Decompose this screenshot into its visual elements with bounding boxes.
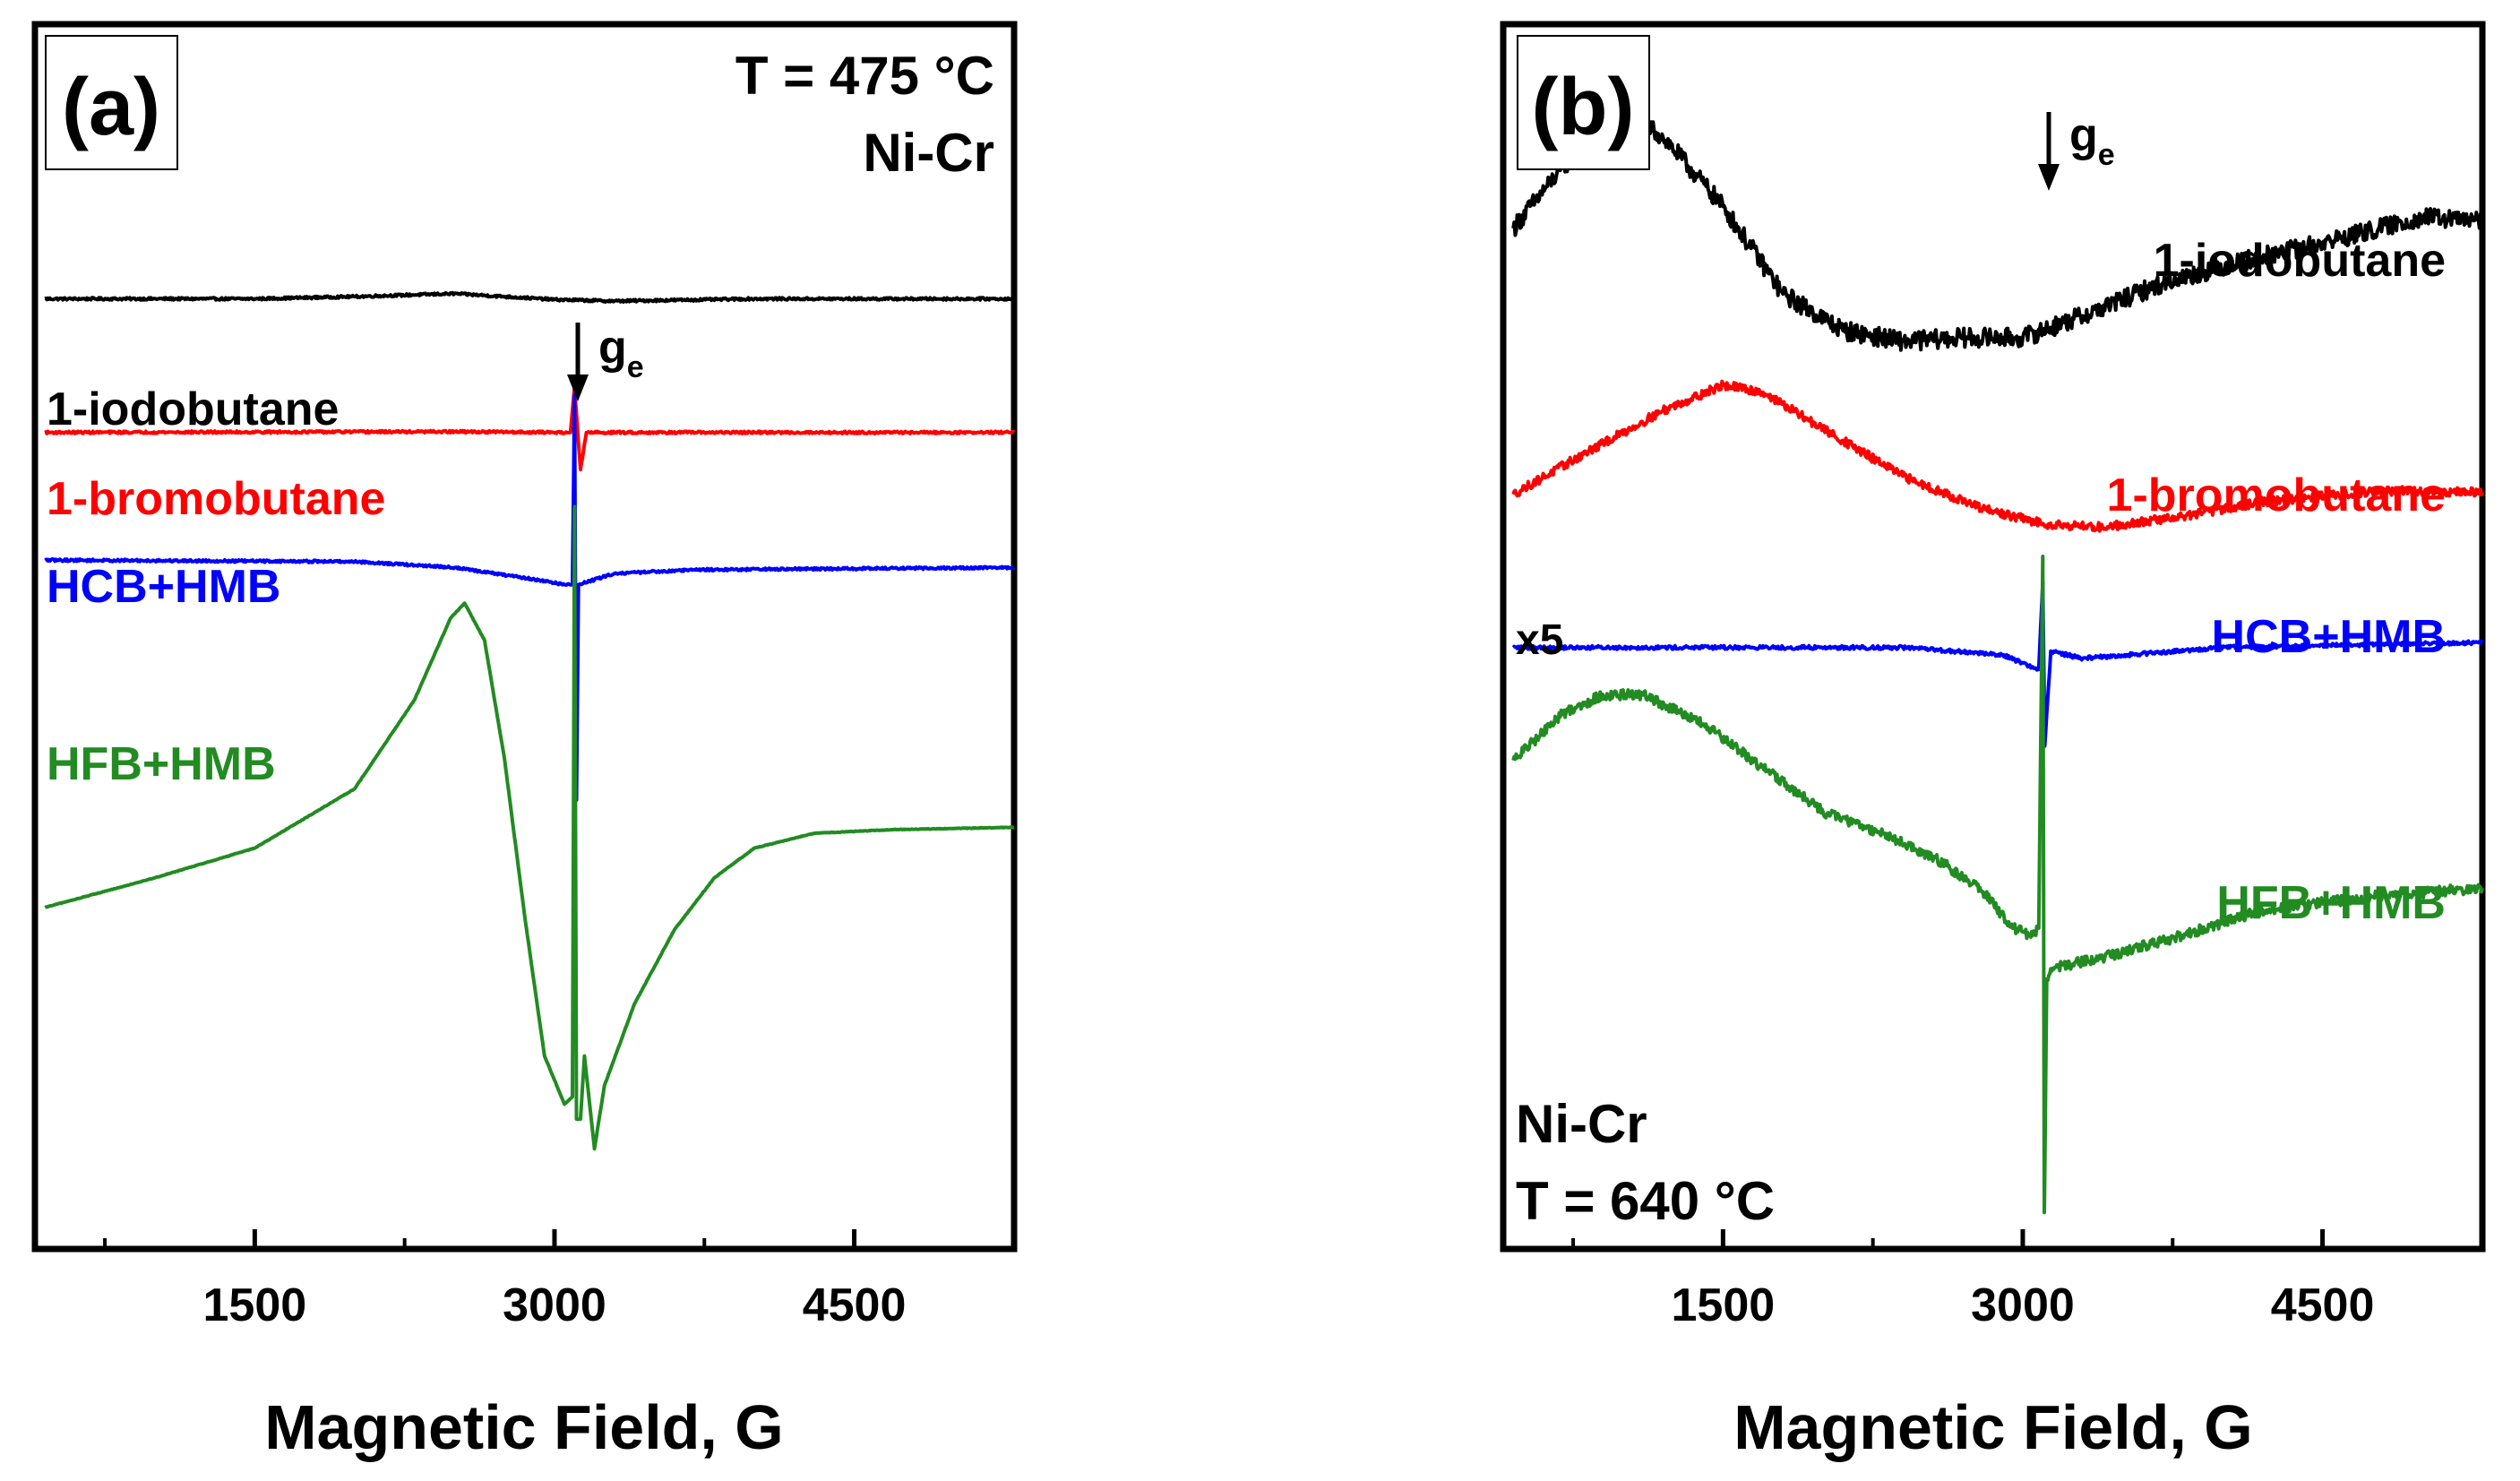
panel-a-ticks: 1500 3000 4500 xyxy=(103,1229,907,1331)
ge-arrow-icon xyxy=(567,375,589,401)
legend-label-bromobutane: 1-bromobutane xyxy=(2107,469,2446,521)
panel-b-ticks: 1500 3000 4500 xyxy=(1571,1229,2375,1331)
legend-label-hcb-hmb: HCB+HMB xyxy=(2212,611,2446,663)
panel-b-temperature: T = 640 °C xyxy=(1516,1171,1775,1231)
series-line-hfb-hmb xyxy=(44,504,1015,1151)
legend-label-iodobutane: 1-iodobutane xyxy=(2154,235,2446,287)
panel-a: 1500 3000 4500 (a) T = 475 °C Ni-Cr ge 1-i… xyxy=(31,21,1018,1462)
series-line-hcb-hmb xyxy=(44,393,1016,802)
panel-a-series xyxy=(44,290,1016,1151)
legend-label-hfb-hmb: HFB+HMB xyxy=(2216,877,2446,929)
x5-multiplier-label: x5 xyxy=(1516,616,1563,664)
panel-b-label: (b) xyxy=(1532,63,1635,152)
panel-b-catalyst: Ni-Cr xyxy=(1516,1094,1647,1154)
panel-b-label-box xyxy=(1517,35,1650,170)
panel-a-frame xyxy=(31,21,1018,1253)
panel-b-series xyxy=(1511,108,2484,1215)
x-tick-label: 4500 xyxy=(803,1279,907,1331)
legend-label-hfb-hmb: HFB+HMB xyxy=(47,738,276,790)
series-line-1-bromobutane xyxy=(44,386,1016,472)
panel-b: 1500 3000 4500 (b) ge 1-iodobutane 1-bromo… xyxy=(1500,21,2486,1462)
panel-a-ge-marker: ge xyxy=(567,322,644,401)
panel-a-catalyst: Ni-Cr xyxy=(863,123,994,183)
series-line-1-bromobutane xyxy=(1511,379,2484,533)
ge-label: ge xyxy=(2069,109,2115,172)
x-tick-label: 1500 xyxy=(1672,1279,1776,1331)
panel-a-label-box xyxy=(45,35,178,170)
x-tick-label: 4500 xyxy=(2271,1279,2375,1331)
panel-a-temperature: T = 475 °C xyxy=(735,46,994,106)
panel-b-x-axis-title: Magnetic Field, G xyxy=(1733,1392,2253,1462)
legend-label-bromobutane: 1-bromobutane xyxy=(47,473,385,525)
panel-b-ge-marker: ge xyxy=(2038,109,2115,191)
series-line-1-iodobutane xyxy=(44,290,1015,304)
x-tick-label: 1500 xyxy=(203,1279,307,1331)
series-line-1-iodobutane xyxy=(1511,108,2484,352)
panel-a-x-axis-title: Magnetic Field, G xyxy=(264,1392,784,1462)
x-tick-label: 3000 xyxy=(1971,1279,2075,1331)
ge-label: ge xyxy=(598,322,644,384)
legend-label-hcb-hmb: HCB+HMB xyxy=(47,561,280,613)
series-line-hcb-hmb xyxy=(1511,580,2484,748)
panel-b-frame xyxy=(1500,21,2486,1253)
x-tick-label: 3000 xyxy=(503,1279,606,1331)
legend-label-iodobutane: 1-iodobutane xyxy=(47,383,339,435)
series-line-hfb-hmb xyxy=(1511,555,2484,1215)
ge-arrow-icon xyxy=(2038,164,2060,191)
panel-a-label: (a) xyxy=(62,63,160,152)
